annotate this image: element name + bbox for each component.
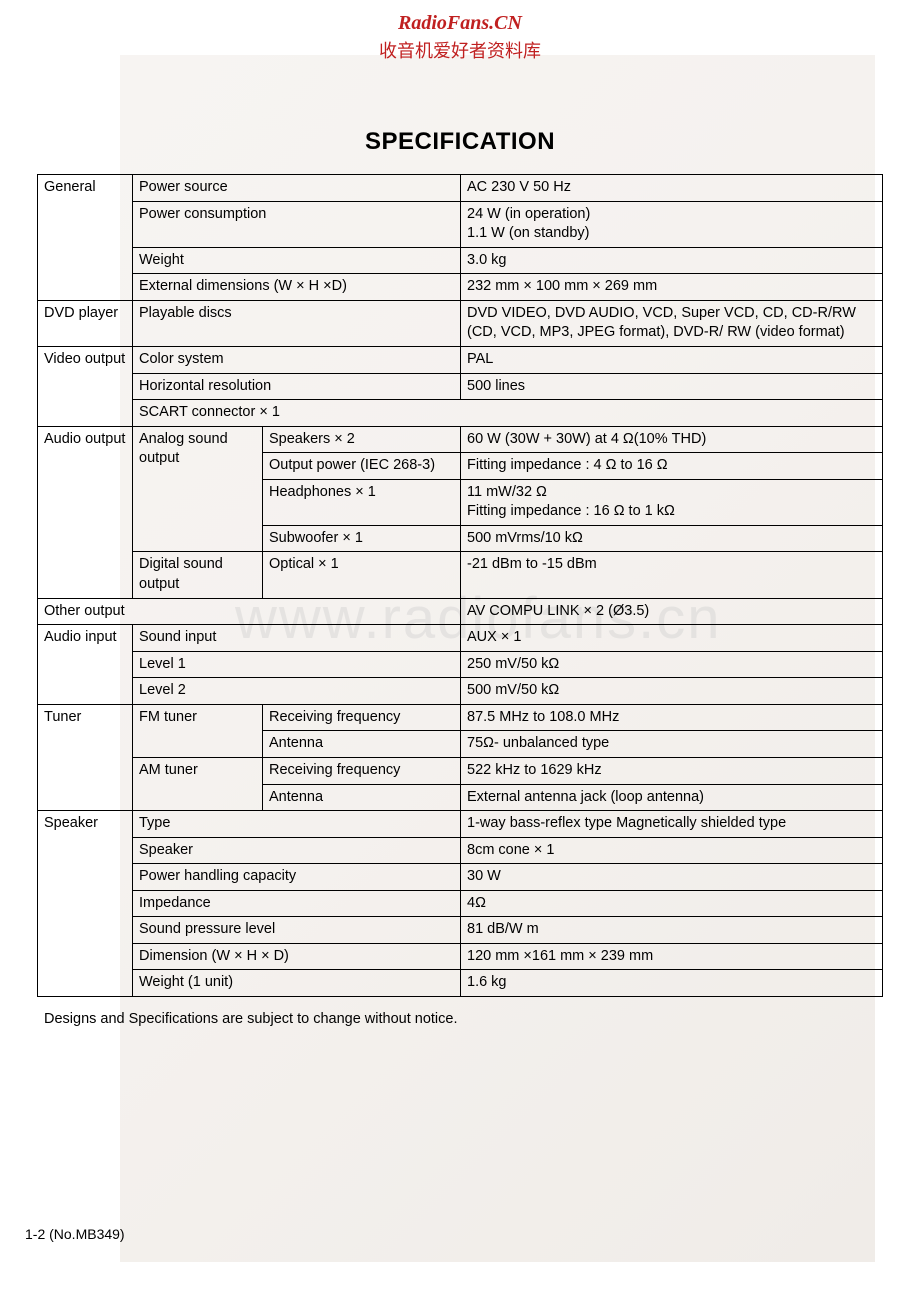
value-cell: 75Ω- unbalanced type (461, 731, 883, 758)
value-cell: 24 W (in operation)1.1 W (on standby) (461, 201, 883, 247)
item-cell: Type (133, 811, 461, 838)
item-cell: FM tuner (133, 704, 263, 757)
value-cell: 30 W (461, 864, 883, 891)
item-cell: Digital sound output (133, 552, 263, 598)
table-row: Impedance4Ω (38, 890, 883, 917)
value-cell: 120 mm ×161 mm × 239 mm (461, 943, 883, 970)
table-row: Level 2500 mV/50 kΩ (38, 678, 883, 705)
site-subtitle: 收音机爱好者资料库 (0, 37, 920, 63)
table-row: Weight3.0 kg (38, 247, 883, 274)
table-row: Level 1250 mV/50 kΩ (38, 651, 883, 678)
table-row: Power handling capacity30 W (38, 864, 883, 891)
table-row: Other outputAV COMPU LINK × 2 (Ø3.5) (38, 598, 883, 625)
subitem-cell: Antenna (263, 731, 461, 758)
subitem-cell: Headphones × 1 (263, 479, 461, 525)
item-cell: Color system (133, 346, 461, 373)
item-cell: Speaker (133, 837, 461, 864)
value-cell: AC 230 V 50 Hz (461, 175, 883, 202)
site-title: RadioFans.CN (0, 12, 920, 35)
table-row: Power consumption24 W (in operation)1.1 … (38, 201, 883, 247)
value-cell: -21 dBm to -15 dBm (461, 552, 883, 598)
subitem-cell: Optical × 1 (263, 552, 461, 598)
item-cell: Level 2 (133, 678, 461, 705)
item-cell: Power source (133, 175, 461, 202)
table-row: External dimensions (W × H ×D)232 mm × 1… (38, 274, 883, 301)
table-row: Audio outputAnalog sound outputSpeakers … (38, 426, 883, 453)
item-cell: Analog sound output (133, 426, 263, 552)
table-row: TunerFM tunerReceiving frequency87.5 MHz… (38, 704, 883, 731)
item-cell: Power handling capacity (133, 864, 461, 891)
item-cell: Power consumption (133, 201, 461, 247)
specification-table: GeneralPower sourceAC 230 V 50 HzPower c… (37, 174, 883, 997)
item-cell: Dimension (W × H × D) (133, 943, 461, 970)
item-cell: Horizontal resolution (133, 373, 461, 400)
value-cell: 60 W (30W + 30W) at 4 Ω(10% THD) (461, 426, 883, 453)
value-cell: AUX × 1 (461, 625, 883, 652)
value-cell: 500 lines (461, 373, 883, 400)
item-cell: Impedance (133, 890, 461, 917)
value-cell: 87.5 MHz to 108.0 MHz (461, 704, 883, 731)
category-cell: DVD player (38, 300, 133, 346)
spec-heading: SPECIFICATION (0, 128, 920, 156)
item-cell: Sound input (133, 625, 461, 652)
category-cell: General (38, 175, 133, 301)
value-cell: 4Ω (461, 890, 883, 917)
table-row: Weight (1 unit)1.6 kg (38, 970, 883, 997)
table-row: Audio inputSound inputAUX × 1 (38, 625, 883, 652)
value-cell: 522 kHz to 1629 kHz (461, 757, 883, 784)
table-row: SpeakerType1-way bass-reflex type Magnet… (38, 811, 883, 838)
table-row: GeneralPower sourceAC 230 V 50 Hz (38, 175, 883, 202)
table-row: Digital sound outputOptical × 1-21 dBm t… (38, 552, 883, 598)
value-cell: 232 mm × 100 mm × 269 mm (461, 274, 883, 301)
page-number: 1-2 (No.MB349) (25, 1226, 125, 1242)
item-cell: SCART connector × 1 (133, 400, 883, 427)
category-cell: Audio output (38, 426, 133, 598)
category-cell: Tuner (38, 704, 133, 810)
value-cell: External antenna jack (loop antenna) (461, 784, 883, 811)
item-cell: Weight (1 unit) (133, 970, 461, 997)
table-row: Sound pressure level81 dB/W m (38, 917, 883, 944)
value-cell: 500 mV/50 kΩ (461, 678, 883, 705)
table-row: Horizontal resolution500 lines (38, 373, 883, 400)
item-cell: Sound pressure level (133, 917, 461, 944)
value-cell: DVD VIDEO, DVD AUDIO, VCD, Super VCD, CD… (461, 300, 883, 346)
table-row: Dimension (W × H × D)120 mm ×161 mm × 23… (38, 943, 883, 970)
table-row: AM tunerReceiving frequency522 kHz to 16… (38, 757, 883, 784)
subitem-cell: Receiving frequency (263, 704, 461, 731)
value-cell: 1-way bass-reflex type Magnetically shie… (461, 811, 883, 838)
value-cell: 250 mV/50 kΩ (461, 651, 883, 678)
category-cell: Video output (38, 346, 133, 426)
category-cell: Speaker (38, 811, 133, 997)
table-row: SCART connector × 1 (38, 400, 883, 427)
footnote: Designs and Specifications are subject t… (44, 1011, 920, 1027)
value-cell: 3.0 kg (461, 247, 883, 274)
table-row: Video outputColor systemPAL (38, 346, 883, 373)
item-cell: AM tuner (133, 757, 263, 810)
item-cell: Level 1 (133, 651, 461, 678)
value-cell: 11 mW/32 ΩFitting impedance : 16 Ω to 1 … (461, 479, 883, 525)
subitem-cell: Antenna (263, 784, 461, 811)
value-cell: AV COMPU LINK × 2 (Ø3.5) (461, 598, 883, 625)
value-cell: 1.6 kg (461, 970, 883, 997)
value-cell: 8cm cone × 1 (461, 837, 883, 864)
item-cell: Weight (133, 247, 461, 274)
subitem-cell: Output power (IEC 268-3) (263, 453, 461, 480)
value-cell: 81 dB/W m (461, 917, 883, 944)
subitem-cell: Speakers × 2 (263, 426, 461, 453)
value-cell: PAL (461, 346, 883, 373)
subitem-cell: Receiving frequency (263, 757, 461, 784)
value-cell: 500 mVrms/10 kΩ (461, 525, 883, 552)
value-cell: Fitting impedance : 4 Ω to 16 Ω (461, 453, 883, 480)
category-cell: Other output (38, 598, 461, 625)
subitem-cell: Subwoofer × 1 (263, 525, 461, 552)
table-row: Speaker8cm cone × 1 (38, 837, 883, 864)
item-cell: External dimensions (W × H ×D) (133, 274, 461, 301)
table-row: DVD playerPlayable discsDVD VIDEO, DVD A… (38, 300, 883, 346)
item-cell: Playable discs (133, 300, 461, 346)
category-cell: Audio input (38, 625, 133, 705)
